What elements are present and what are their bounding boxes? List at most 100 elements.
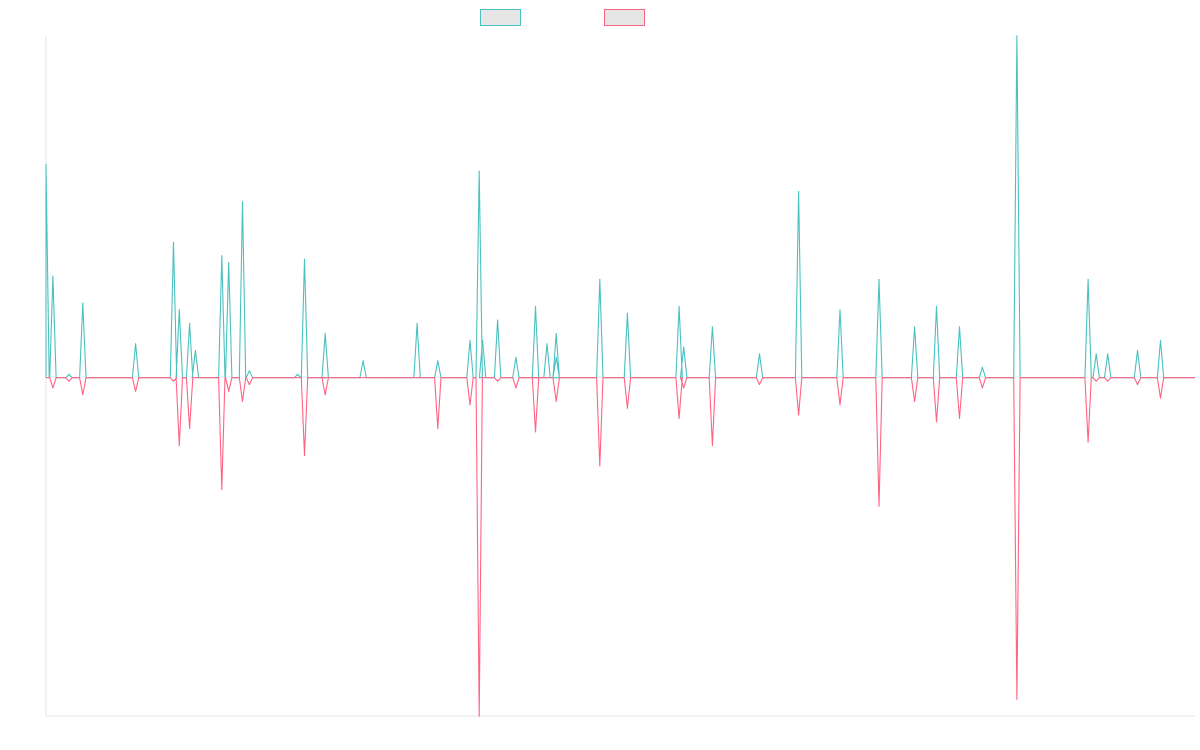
series-1-point-53	[1095, 353, 1097, 355]
series-2-point-32	[711, 444, 714, 446]
series-2-point-14	[323, 377, 325, 379]
series-1-point-30	[515, 356, 517, 358]
series-1-point-31	[534, 306, 537, 308]
series-2-point-27	[555, 400, 557, 402]
series-1-point-3	[68, 373, 70, 375]
series-1-point-4	[82, 302, 84, 304]
series-2-point-40	[981, 387, 984, 389]
series-2-point-20	[457, 377, 460, 379]
series-2-point-6	[172, 380, 175, 382]
series-1-point-8	[178, 309, 180, 311]
series-2-point-38	[935, 421, 938, 423]
series-2-point-4	[91, 377, 93, 379]
series-1-point-9	[189, 323, 191, 325]
series-1-point-6	[135, 343, 137, 345]
series-2-point-43	[1095, 380, 1097, 382]
series-layer	[45, 35, 1195, 717]
series-1-point-11	[221, 255, 223, 257]
series-1-point-35	[555, 356, 557, 358]
series-2-point-10	[228, 390, 230, 392]
series-2-point-8	[189, 427, 191, 429]
series-1-point-16	[303, 258, 306, 260]
series-2-point-17	[398, 377, 400, 379]
series-2-point-3	[82, 394, 84, 396]
series-1-point-26	[469, 339, 471, 342]
series-2-point-31	[683, 387, 685, 389]
legend-swatch-2[interactable]	[604, 9, 645, 26]
series-1-point-54	[1107, 353, 1109, 355]
series-2-point-9	[221, 488, 223, 490]
series-2-point-42	[1087, 441, 1089, 443]
series-line-1	[45, 35, 1195, 379]
series-2-point-12	[248, 383, 250, 386]
series-1-point-47	[914, 326, 916, 328]
series-1-point-7	[172, 241, 175, 243]
series-1-point-34	[546, 343, 548, 345]
series-2-point-37	[914, 400, 916, 402]
series-1-point-18	[324, 333, 326, 335]
series-1-point-19	[362, 360, 364, 362]
series-1-point-36	[555, 333, 557, 335]
series-1-point-50	[981, 366, 984, 369]
series-2-point-16	[390, 377, 392, 379]
series-line-2	[46, 377, 1195, 717]
series-2-point-1	[52, 387, 54, 389]
series-1-point-38	[626, 312, 629, 314]
series-1-point-12	[228, 262, 230, 264]
series-2-point-46	[1159, 397, 1162, 399]
series-2-point-30	[678, 417, 680, 419]
series-1-point-14	[248, 370, 250, 372]
series-2-point-28	[599, 465, 601, 467]
series-2-point-34	[798, 414, 800, 416]
legend[interactable]	[480, 9, 645, 26]
series-2-point-33	[758, 383, 761, 386]
series-1-point-46	[878, 279, 880, 281]
series-1-point-15	[297, 373, 299, 375]
series-2-point-36	[878, 505, 880, 507]
series-1-point-1	[45, 164, 47, 166]
series-2-point-39	[958, 417, 961, 419]
series-1-point-28	[482, 339, 484, 342]
series-2-point-7	[178, 444, 180, 446]
series-1-point-52	[1087, 279, 1089, 281]
series-1-point-49	[958, 326, 961, 328]
series-2-point-24	[515, 387, 517, 389]
series-1-point-45	[839, 309, 841, 311]
series-1-point-48	[935, 306, 938, 308]
series-2-point-45	[1136, 383, 1139, 386]
series-1-point-42	[758, 353, 761, 355]
series-1-point-22	[416, 323, 418, 325]
series-2-point-5	[135, 390, 137, 392]
series-2-point-23	[497, 380, 499, 382]
series-2-point-26	[536, 377, 538, 379]
series-2-point-29	[626, 407, 629, 409]
series-2-point-44	[1107, 380, 1109, 382]
series-1-point-10	[194, 350, 196, 352]
series-1-point-51	[1016, 35, 1018, 37]
series-1-point-40	[683, 346, 685, 348]
series-2-point-35	[839, 404, 841, 406]
series-2-point-15	[324, 394, 326, 396]
series-1-point-13	[241, 201, 244, 203]
series-1-point-2	[52, 275, 54, 277]
legend-swatch-1[interactable]	[480, 9, 521, 26]
series-2-point-21	[469, 404, 471, 406]
series-1-point-39	[678, 306, 680, 308]
series-1-point-43	[798, 191, 800, 193]
series-1-point-41	[711, 326, 714, 328]
series-2-point-2	[68, 380, 70, 382]
series-2-point-25	[534, 431, 537, 433]
legend-item-2[interactable]	[604, 9, 645, 26]
series-2-point-22	[478, 715, 480, 717]
series-2-point-19	[437, 427, 439, 429]
legend-item-1[interactable]	[480, 9, 521, 26]
series-1-point-24	[437, 360, 439, 362]
series-1-point-55	[1136, 350, 1139, 352]
series-2-point-18	[418, 377, 420, 379]
series-1-point-56	[1159, 339, 1162, 342]
series-1-point-29	[497, 319, 499, 321]
series-1-point-27	[478, 170, 480, 172]
series-1-point-37	[599, 279, 601, 281]
series-2-point-41	[1016, 698, 1018, 700]
